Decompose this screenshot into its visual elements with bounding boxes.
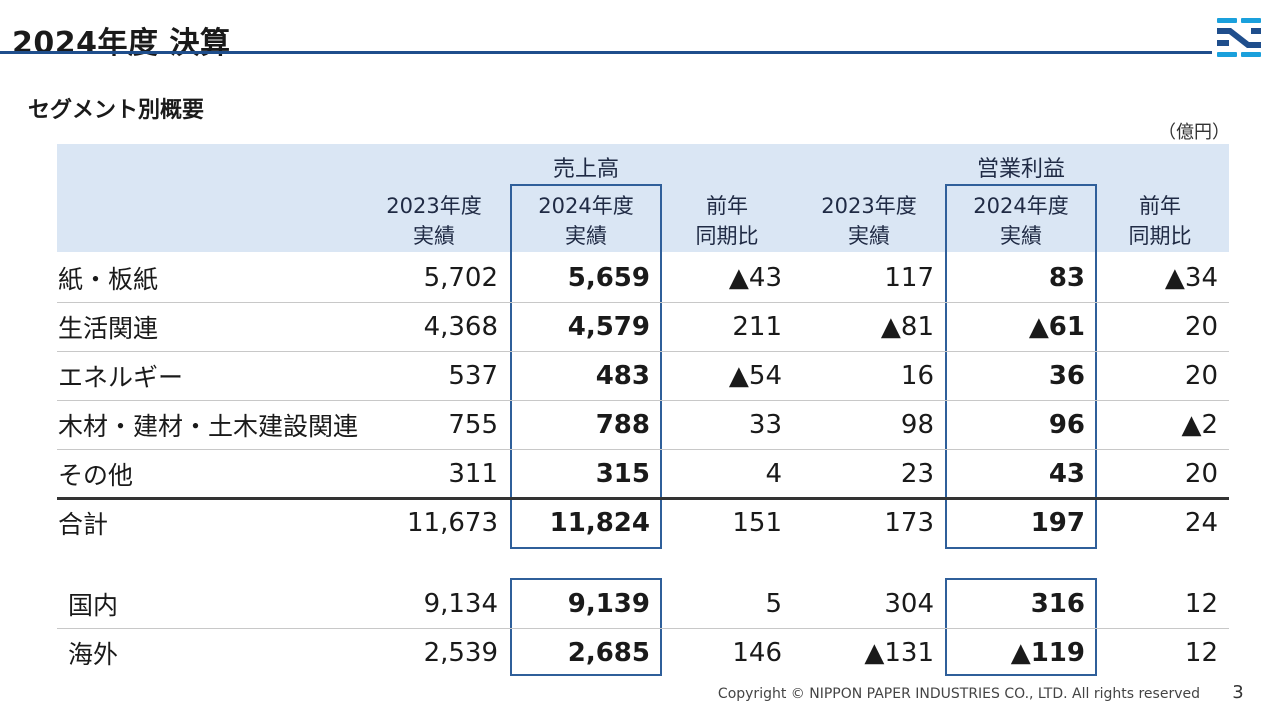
value-cell: 43	[1048, 459, 1085, 489]
page-number: 3	[1232, 682, 1244, 703]
value-cell: 36	[1048, 361, 1085, 391]
value-cell: 755	[448, 410, 498, 440]
unit-label: （億円）	[1158, 122, 1230, 143]
highlight-box-profit-2024	[945, 184, 1097, 549]
row-label: 紙・板紙	[58, 265, 159, 294]
value-cell: 146	[732, 638, 782, 668]
value-cell: 304	[884, 589, 934, 619]
value-cell: ▲34	[1164, 263, 1218, 293]
row-label: 海外	[68, 640, 119, 669]
value-cell: 20	[1184, 312, 1218, 342]
value-cell: 12	[1184, 589, 1218, 619]
value-cell: 20	[1184, 459, 1218, 489]
value-cell: 483	[595, 361, 650, 391]
value-cell: ▲81	[880, 312, 934, 342]
value-cell: 315	[595, 459, 650, 489]
value-cell: ▲61	[1028, 312, 1085, 342]
value-cell: 33	[748, 410, 782, 440]
copyright-footer: Copyright © NIPPON PAPER INDUSTRIES CO.,…	[717, 686, 1200, 702]
value-cell: 2,685	[567, 638, 650, 668]
value-cell: 11,673	[407, 508, 498, 538]
value-cell: 4,368	[423, 312, 498, 342]
row-divider	[57, 628, 1229, 629]
value-cell: 151	[732, 508, 782, 538]
value-cell: 197	[1030, 508, 1085, 538]
value-cell: 9,134	[423, 589, 498, 619]
value-cell: 5,659	[567, 263, 650, 293]
value-cell: 83	[1048, 263, 1085, 293]
value-cell: 173	[884, 508, 934, 538]
value-cell: 11,824	[549, 508, 650, 538]
value-cell: 24	[1184, 508, 1218, 538]
company-logo-icon	[1217, 18, 1261, 57]
row-label: 国内	[68, 591, 119, 620]
section-subtitle: セグメント別概要	[28, 98, 205, 123]
title-rule	[0, 51, 1212, 54]
table-header-band	[57, 144, 1229, 252]
value-cell: ▲54	[728, 361, 782, 391]
value-cell: 4	[765, 459, 782, 489]
value-cell: 5,702	[423, 263, 498, 293]
value-cell: ▲2	[1181, 410, 1218, 440]
value-cell: 20	[1184, 361, 1218, 391]
value-cell: 16	[900, 361, 934, 391]
group-header-profit: 営業利益	[976, 157, 1065, 182]
value-cell: 23	[900, 459, 934, 489]
value-cell: 2,539	[423, 638, 498, 668]
highlight-box-region-sales-2024	[510, 578, 662, 676]
row-divider	[57, 449, 1229, 450]
value-cell: ▲119	[1010, 638, 1085, 668]
page-title: 2024年度 決算	[12, 26, 231, 61]
row-divider	[57, 302, 1229, 303]
group-header-sales: 売上高	[552, 157, 619, 182]
value-cell: 96	[1048, 410, 1085, 440]
value-cell: 211	[732, 312, 782, 342]
value-cell: 316	[1030, 589, 1085, 619]
value-cell: 4,579	[567, 312, 650, 342]
value-cell: 5	[765, 589, 782, 619]
value-cell: 12	[1184, 638, 1218, 668]
value-cell: ▲43	[728, 263, 782, 293]
row-label: 合計	[58, 510, 109, 539]
row-divider	[57, 400, 1229, 401]
highlight-box-region-profit-2024	[945, 578, 1097, 676]
value-cell: 117	[884, 263, 934, 293]
row-label: 木材・建材・土木建設関連	[58, 412, 359, 441]
row-label: 生活関連	[58, 314, 159, 343]
value-cell: ▲131	[864, 638, 934, 668]
row-label: エネルギー	[58, 363, 184, 392]
value-cell: 98	[900, 410, 934, 440]
total-divider	[57, 497, 1229, 500]
highlight-box-sales-2024	[510, 184, 662, 549]
value-cell: 9,139	[567, 589, 650, 619]
row-divider	[57, 351, 1229, 352]
value-cell: 788	[595, 410, 650, 440]
value-cell: 537	[448, 361, 498, 391]
value-cell: 311	[448, 459, 498, 489]
row-label: その他	[58, 461, 134, 490]
